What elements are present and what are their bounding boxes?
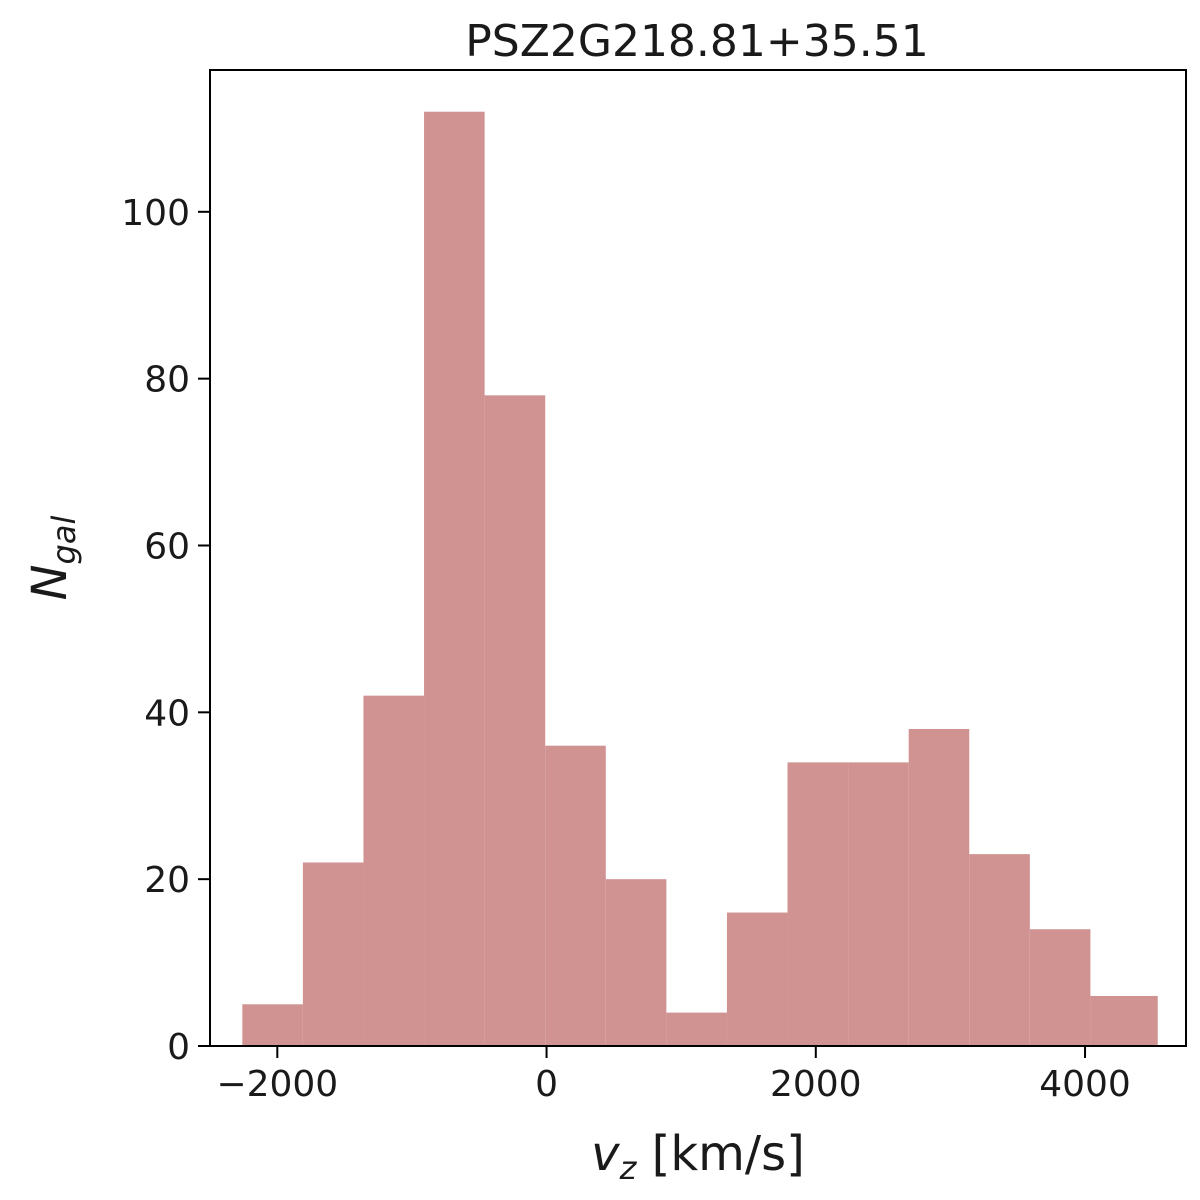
histogram-bar: [484, 395, 546, 1046]
y-axis-ticks: 0 20 40 60 80 100: [121, 193, 210, 1068]
histogram-bar: [726, 912, 788, 1046]
y-axis-label: Ngal: [22, 516, 83, 601]
y-axis-label-main: N: [22, 564, 78, 600]
x-axis-label: vz [km/s]: [591, 1126, 805, 1187]
y-tick-label: 40: [144, 693, 190, 734]
histogram-bar: [666, 1012, 727, 1046]
histogram-bar: [969, 854, 1030, 1046]
histogram-bar: [848, 762, 909, 1046]
y-tick-label: 80: [144, 360, 190, 401]
x-tick-label: 2000: [770, 1064, 862, 1105]
plot-frame: [209, 69, 1187, 1047]
x-axis-label-unit: [km/s]: [636, 1126, 804, 1182]
histogram-bar: [242, 1004, 303, 1046]
y-axis-label-sub: gal: [45, 516, 83, 565]
histogram-bar: [605, 879, 667, 1046]
y-tick-label: 20: [144, 860, 190, 901]
histogram-bar: [1090, 995, 1158, 1046]
x-axis-label-sub: z: [619, 1149, 638, 1187]
chart-title: PSZ2G218.81+35.51: [465, 16, 928, 67]
y-tick-label: 0: [167, 1027, 190, 1068]
y-tick-label: 100: [121, 193, 190, 234]
histogram-bar: [908, 729, 970, 1046]
x-tick-label: 4000: [1039, 1064, 1131, 1105]
y-tick-label: 60: [144, 526, 190, 567]
histogram-bar: [1029, 929, 1091, 1046]
x-tick-label: −2000: [216, 1064, 338, 1105]
histogram-bar: [302, 862, 364, 1046]
histogram-bar: [363, 695, 425, 1046]
histogram-bar: [424, 111, 485, 1046]
histogram-bar: [787, 762, 849, 1046]
histogram-bar: [545, 745, 606, 1046]
x-tick-label: 0: [535, 1064, 558, 1105]
histogram-bars: [242, 111, 1158, 1046]
x-axis-label-main: v: [591, 1126, 620, 1182]
x-axis-ticks: −2000 0 2000 4000: [216, 1046, 1131, 1105]
